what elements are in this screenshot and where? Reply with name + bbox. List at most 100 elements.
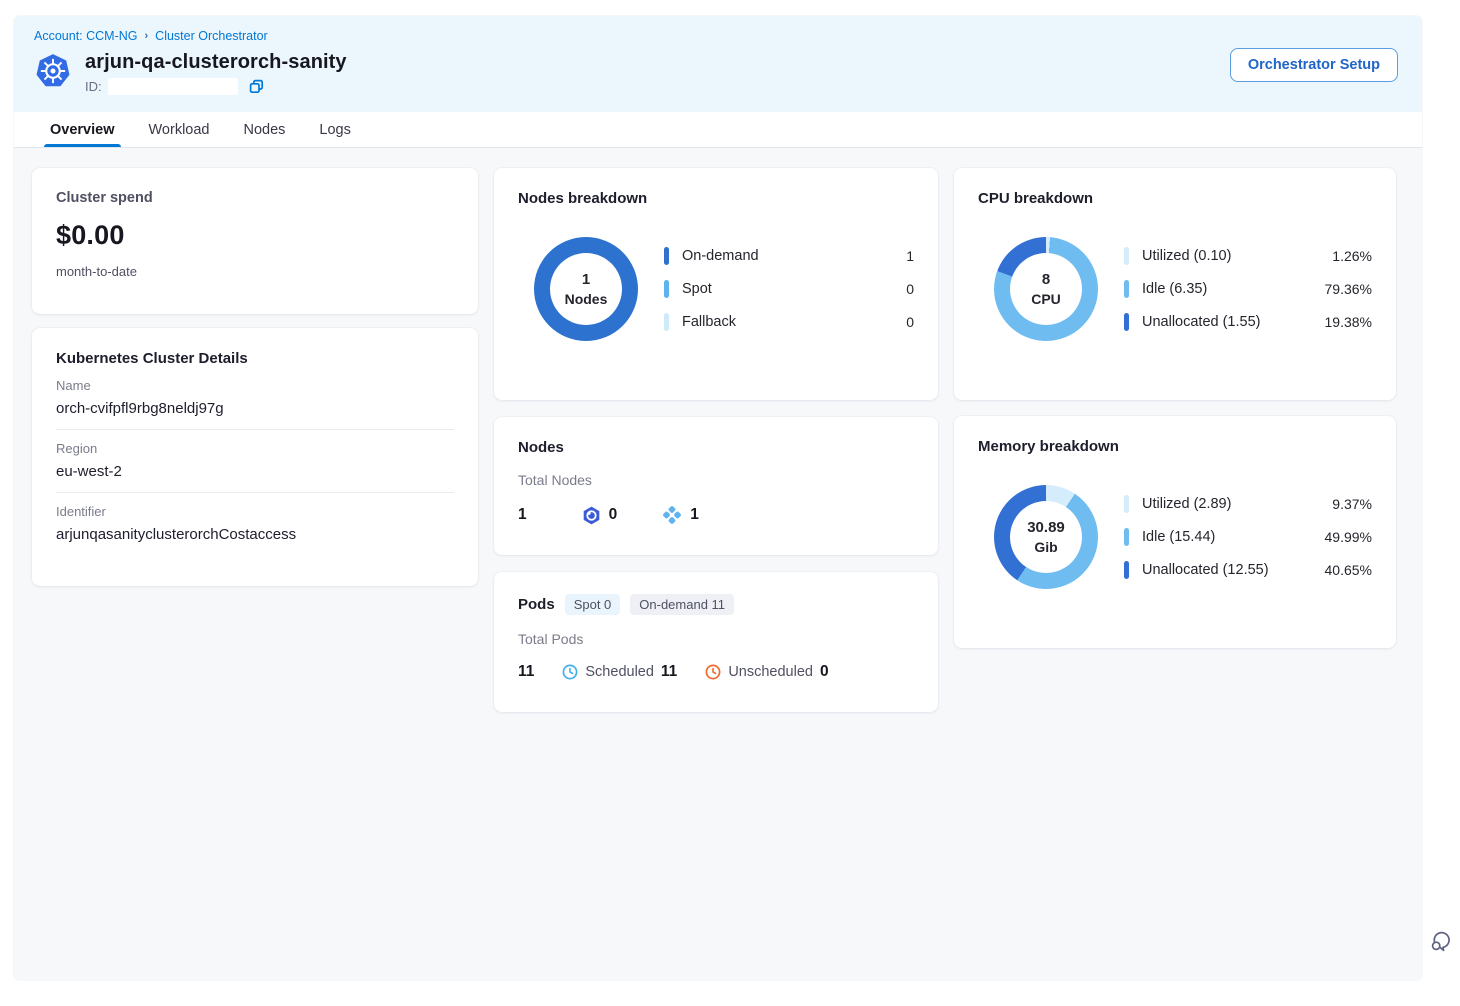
donut-center-label: Nodes	[564, 291, 608, 307]
breadcrumb-account-link[interactable]: Account: CCM-NG	[34, 29, 138, 43]
legend-value: 9.37%	[1332, 496, 1372, 512]
scheduled-clock-icon	[562, 664, 578, 680]
tab-nodes[interactable]: Nodes	[243, 121, 286, 138]
legend-item: On-demand 1	[664, 246, 914, 266]
spot-nodes-count: 0	[608, 506, 618, 523]
memory-breakdown-legend: Utilized (2.89) 9.37% Idle (15.44) 49.99…	[1124, 494, 1372, 580]
legend-item: Spot 0	[664, 279, 914, 299]
unscheduled-value: 0	[819, 663, 829, 680]
legend-color-marker	[1124, 313, 1129, 331]
field-value: arjunqasanityclusterorchCostaccess	[56, 526, 297, 543]
cpu-breakdown-title: CPU breakdown	[978, 190, 1094, 207]
legend-label: Utilized (2.89)	[1142, 496, 1232, 512]
app-panel: Account: CCM-NG › Cluster Orchestrator	[14, 16, 1422, 980]
field-value: orch-cvifpfl9rbg8neldj97g	[56, 400, 224, 417]
legend-color-marker	[664, 280, 669, 298]
legend-value: 1	[906, 248, 914, 264]
nodes-card: Nodes Total Nodes 1 0	[494, 417, 938, 555]
legend-value: 0	[906, 281, 914, 297]
on-demand-pods-badge: On-demand 11	[630, 594, 735, 615]
copy-icon[interactable]	[248, 78, 265, 95]
donut-center-value: 30.89	[1027, 519, 1065, 536]
kubernetes-icon	[36, 54, 70, 87]
legend-color-marker	[664, 313, 669, 331]
legend-value: 1.26%	[1332, 248, 1372, 264]
legend-label: Fallback	[682, 314, 736, 330]
legend-label: Utilized (0.10)	[1142, 248, 1232, 264]
spot-node-icon	[583, 506, 599, 524]
scheduled-value: 11	[660, 663, 678, 680]
breadcrumb-separator-icon: ›	[144, 30, 149, 42]
cluster-spend-amount: $0.00	[56, 220, 125, 250]
legend-label: Unallocated (1.55)	[1142, 314, 1261, 330]
total-nodes-value: 1	[518, 506, 527, 523]
donut-center-value: 8	[1041, 271, 1051, 288]
legend-item: Unallocated (1.55) 19.38%	[1124, 312, 1372, 332]
breadcrumb: Account: CCM-NG › Cluster Orchestrator	[34, 29, 1398, 43]
legend-label: Idle (15.44)	[1142, 529, 1216, 545]
legend-item: Idle (15.44) 49.99%	[1124, 527, 1372, 547]
donut-hole: 1 Nodes	[550, 253, 622, 325]
legend-item: Utilized (0.10) 1.26%	[1124, 246, 1372, 266]
legend-label: Spot	[682, 281, 712, 297]
legend-item: Fallback 0	[664, 312, 914, 332]
legend-item: Utilized (2.89) 9.37%	[1124, 494, 1372, 514]
legend-value: 19.38%	[1324, 314, 1372, 330]
nodes-breakdown-card: Nodes breakdown 1 Nodes On-demand 1	[494, 168, 938, 400]
cluster-spend-card: Cluster spend $0.00 month-to-date	[32, 168, 478, 314]
nodes-breakdown-title: Nodes breakdown	[518, 190, 648, 207]
tab-overview[interactable]: Overview	[44, 112, 120, 147]
nodes-title: Nodes	[518, 439, 564, 456]
detail-field-name: Name orch-cvifpfl9rbg8neldj97g	[56, 367, 454, 430]
legend-color-marker	[1124, 528, 1129, 546]
cluster-spend-title: Cluster spend	[56, 190, 153, 206]
unscheduled-label: Unscheduled	[728, 664, 813, 680]
cpu-breakdown-card: CPU breakdown 8 CPU Utilized (0.10) 1.26…	[954, 168, 1396, 400]
nodes-donut-chart: 1 Nodes	[534, 237, 638, 341]
donut-center-label: Gib	[1034, 539, 1058, 555]
spot-pods-badge: Spot 0	[564, 594, 621, 615]
tab-logs[interactable]: Logs	[319, 121, 351, 138]
cpu-breakdown-legend: Utilized (0.10) 1.26% Idle (6.35) 79.36%…	[1124, 246, 1372, 332]
field-label: Name	[56, 378, 91, 393]
pods-card: Pods Spot 0 On-demand 11 Total Pods 11 S…	[494, 572, 938, 712]
legend-value: 79.36%	[1324, 281, 1372, 297]
cluster-id-label: ID:	[85, 79, 102, 94]
legend-label: On-demand	[682, 248, 759, 264]
on-demand-nodes-count: 1	[690, 506, 699, 523]
legend-color-marker	[1124, 247, 1129, 265]
memory-breakdown-card: Memory breakdown 30.89 Gib Utilized (2.8…	[954, 416, 1396, 648]
scheduled-label: Scheduled	[585, 664, 654, 680]
cpu-donut-chart: 8 CPU	[994, 237, 1098, 341]
memory-breakdown-title: Memory breakdown	[978, 438, 1119, 455]
donut-center-value: 1	[581, 271, 591, 288]
field-label: Region	[56, 441, 98, 456]
breadcrumb-section-link[interactable]: Cluster Orchestrator	[155, 29, 268, 43]
cluster-spend-period: month-to-date	[56, 264, 137, 279]
memory-donut-chart: 30.89 Gib	[994, 485, 1098, 589]
pods-title: Pods	[518, 596, 555, 613]
total-pods-value: 11	[518, 663, 535, 680]
cluster-details-card: Kubernetes Cluster Details Name orch-cvi…	[32, 328, 478, 586]
cluster-details-title: Kubernetes Cluster Details	[56, 350, 248, 367]
orchestrator-setup-button[interactable]: Orchestrator Setup	[1229, 48, 1398, 82]
on-demand-node-icon	[663, 506, 682, 524]
field-label: Identifier	[56, 504, 106, 519]
donut-hole: 30.89 Gib	[1010, 501, 1082, 573]
support-chat-icon[interactable]	[1428, 928, 1454, 954]
legend-value: 49.99%	[1324, 529, 1372, 545]
page-header: Account: CCM-NG › Cluster Orchestrator	[14, 16, 1422, 112]
tab-bar: Overview Workload Nodes Logs	[14, 112, 1422, 148]
detail-field-region: Region eu-west-2	[56, 430, 454, 493]
unscheduled-clock-icon	[705, 664, 721, 680]
donut-center-label: CPU	[1031, 291, 1061, 307]
donut-hole: 8 CPU	[1010, 253, 1082, 325]
total-pods-label: Total Pods	[518, 631, 584, 647]
tab-workload[interactable]: Workload	[148, 121, 210, 138]
overview-content: Cluster spend $0.00 month-to-date Kubern…	[14, 148, 1422, 712]
legend-label: Idle (6.35)	[1142, 281, 1208, 297]
detail-field-identifier: Identifier arjunqasanityclusterorchCosta…	[56, 493, 454, 555]
nodes-breakdown-legend: On-demand 1 Spot 0 Fallback 0	[664, 246, 914, 332]
legend-color-marker	[664, 247, 669, 265]
legend-value: 0	[906, 314, 914, 330]
